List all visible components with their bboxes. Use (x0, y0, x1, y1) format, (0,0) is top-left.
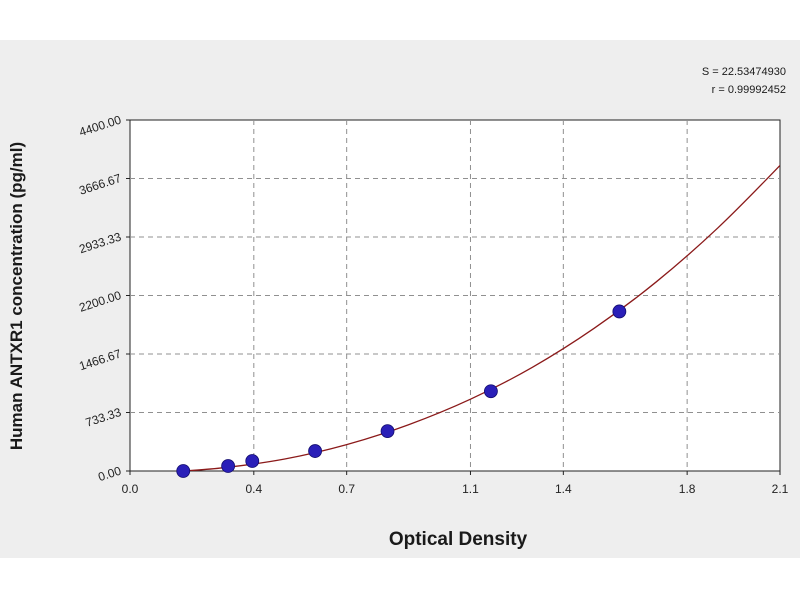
y-tick-label: 2933.33 (77, 229, 123, 256)
y-tick-label: 2200.00 (77, 288, 123, 315)
y-tick-label: 1466.67 (77, 346, 123, 373)
x-tick-label: 2.1 (772, 482, 789, 496)
data-point (612, 304, 627, 319)
curve-layer (174, 164, 780, 471)
grid-layer (130, 120, 780, 471)
data-point (484, 384, 498, 399)
y-axis-title: Human ANTXR1 concentration (pg/ml) (7, 142, 26, 450)
data-point (176, 464, 191, 478)
data-point (308, 444, 322, 458)
x-tick-label: 0.0 (122, 482, 139, 496)
data-point (380, 424, 395, 439)
stat-r: r = 0.99992452 (712, 84, 786, 96)
fit-curve-line (174, 164, 780, 471)
x-tick-label: 1.4 (555, 482, 572, 496)
x-tick-label: 0.7 (338, 482, 355, 496)
y-tick-label: 0.00 (96, 463, 123, 484)
chart-frame: 0.0 0.4 0.7 1.1 1.4 1.8 2.1 0.00 733.33 1466.67 22… (0, 40, 800, 558)
point-layer (176, 304, 627, 478)
data-point (221, 459, 236, 473)
data-point (245, 454, 260, 468)
x-tick-label: 1.8 (679, 482, 696, 496)
x-tick-label: 0.4 (245, 482, 262, 496)
y-tick-label: 733.33 (84, 405, 124, 430)
y-tick-label: 3666.67 (77, 171, 123, 198)
x-tick-label: 1.1 (462, 482, 479, 496)
y-tick-label: 4400.00 (77, 112, 123, 139)
x-axis-title: Optical Density (389, 529, 528, 550)
stat-s: S = 22.53474930 (702, 66, 786, 78)
standard-curve-chart: 0.0 0.4 0.7 1.1 1.4 1.8 2.1 0.00 733.33 1466.67 22… (7, 66, 789, 550)
